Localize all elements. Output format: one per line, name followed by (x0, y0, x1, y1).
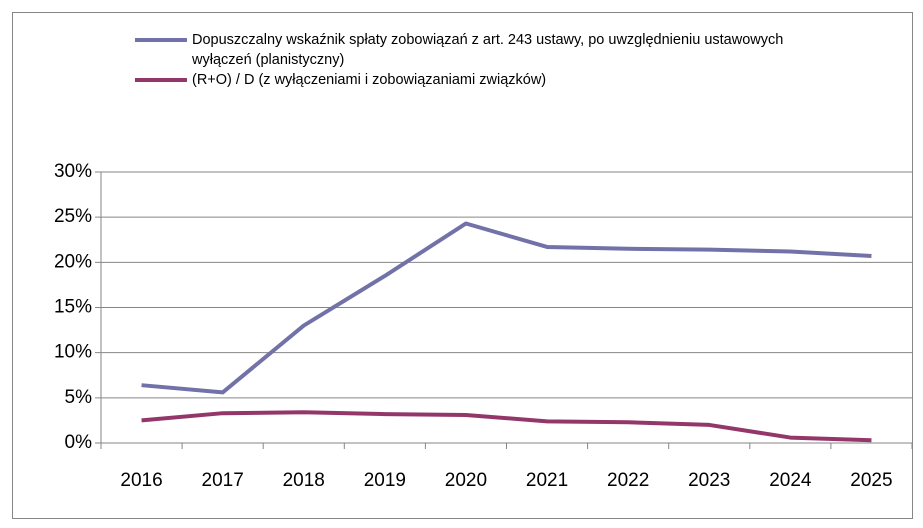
y-tick-label: 5% (65, 387, 93, 408)
x-tick-label: 2016 (120, 470, 162, 491)
x-tick-label: 2019 (364, 470, 406, 491)
chart-border (12, 12, 913, 519)
y-tick-label: 0% (65, 432, 93, 453)
legend-swatch (135, 78, 187, 82)
legend-label: (R+O) / D (z wyłączeniami i zobowiązania… (192, 72, 547, 88)
y-tick-label: 25% (54, 206, 92, 227)
legend-item: Dopuszczalny wskaźnik spłaty zobowiązań … (135, 30, 835, 70)
x-tick-label: 2025 (850, 470, 892, 491)
y-tick-label: 15% (54, 297, 92, 318)
x-tick-label: 2024 (769, 470, 812, 491)
y-tick-label: 20% (54, 251, 92, 272)
series-line (141, 221, 872, 395)
legend-label: Dopuszczalny wskaźnik spłaty zobowiązań … (192, 32, 784, 68)
legend-swatch (135, 38, 187, 42)
x-tick-label: 2023 (688, 470, 730, 491)
x-tick-label: 2020 (445, 470, 487, 491)
series-line (141, 410, 872, 443)
y-tick-label: 10% (54, 342, 92, 363)
legend-item: (R+O) / D (z wyłączeniami i zobowiązania… (135, 70, 835, 90)
legend: Dopuszczalny wskaźnik spłaty zobowiązań … (135, 30, 835, 90)
x-tick-label: 2018 (283, 470, 325, 491)
x-tick-label: 2022 (607, 470, 649, 491)
x-tick-label: 2021 (526, 470, 568, 491)
x-tick-label: 2017 (202, 470, 244, 491)
y-tick-label: 30% (54, 161, 92, 182)
